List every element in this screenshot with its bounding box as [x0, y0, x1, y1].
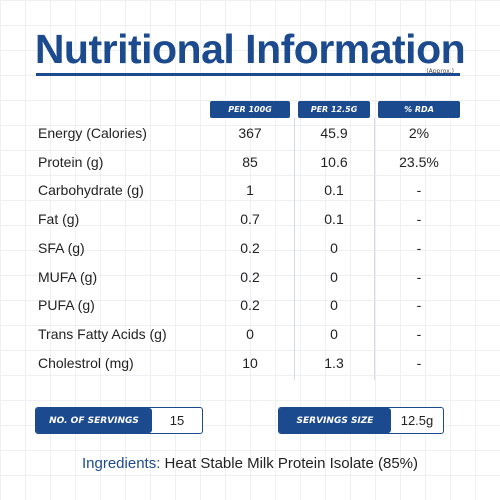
row-label: Fat (g) — [38, 211, 80, 228]
cell-value: 0 — [330, 297, 338, 314]
cell-value: - — [416, 239, 422, 256]
cell-value: 10.6 — [320, 153, 348, 170]
ingredients-text: Heat Stable Milk Protein Isolate (85%) — [164, 455, 418, 472]
column-divider — [374, 118, 375, 380]
serving-size-box: SERVINGS SIZE 12.5g — [278, 407, 444, 434]
title: Nutritional Information — [34, 26, 466, 72]
cell-value: 1 — [246, 182, 254, 199]
cell-value: 0 — [330, 268, 338, 285]
column-divider — [294, 118, 295, 380]
ingredients: Ingredients: Heat Stable Milk Protein Is… — [0, 455, 500, 472]
cell-value: 85 — [242, 153, 258, 170]
cell-value: 367 — [238, 125, 262, 141]
cell-value: - — [416, 325, 422, 342]
serving-size: 12.5g — [400, 413, 434, 428]
cell-value: 23.5% — [399, 153, 439, 170]
title-rule — [36, 73, 460, 76]
cell-value: 0.2 — [240, 297, 260, 314]
cell-value: - — [416, 297, 422, 314]
column-header: PER 12.5G — [298, 101, 370, 118]
serving-size-label: SERVINGS SIZE — [279, 408, 391, 433]
cell-value: 0.2 — [240, 268, 260, 285]
cell-value: 0 — [246, 325, 254, 342]
cell-value: 1.3 — [324, 354, 344, 371]
row-label: Protein (g) — [38, 153, 104, 170]
cell-value: 0.7 — [240, 211, 260, 228]
cell-value: 45.9 — [320, 125, 348, 141]
cell-value: 0 — [330, 325, 338, 342]
column-header: PER 100G — [210, 101, 290, 118]
row-label: Trans Fatty Acids (g) — [38, 325, 167, 342]
cell-value: 10 — [242, 354, 258, 371]
cell-value: - — [416, 211, 422, 228]
cell-value: - — [416, 182, 422, 199]
row-label: Cholestrol (mg) — [38, 354, 134, 371]
row-label: MUFA (g) — [38, 268, 98, 285]
cell-value: - — [416, 268, 422, 285]
cell-value: 0 — [330, 239, 338, 256]
row-label: PUFA (g) — [38, 297, 95, 314]
servings-count-label: NO. OF SERVINGS — [36, 408, 152, 433]
cell-value: 0.1 — [324, 211, 344, 228]
cell-value: - — [416, 354, 422, 371]
column-header: % RDA — [378, 101, 460, 118]
cell-value: 2% — [408, 125, 430, 141]
row-label: SFA (g) — [38, 239, 85, 256]
cell-value: 0.2 — [240, 239, 260, 256]
servings-count: 15 — [169, 413, 185, 428]
approx-note: (Approx.) — [426, 68, 454, 75]
ingredients-label: Ingredients: — [81, 455, 161, 472]
cell-value: 0.1 — [324, 182, 344, 199]
row-label: Carbohydrate (g) — [38, 182, 144, 199]
servings-count-box: NO. OF SERVINGS 15 — [35, 407, 203, 434]
row-label: Energy (Calories) — [38, 125, 147, 141]
